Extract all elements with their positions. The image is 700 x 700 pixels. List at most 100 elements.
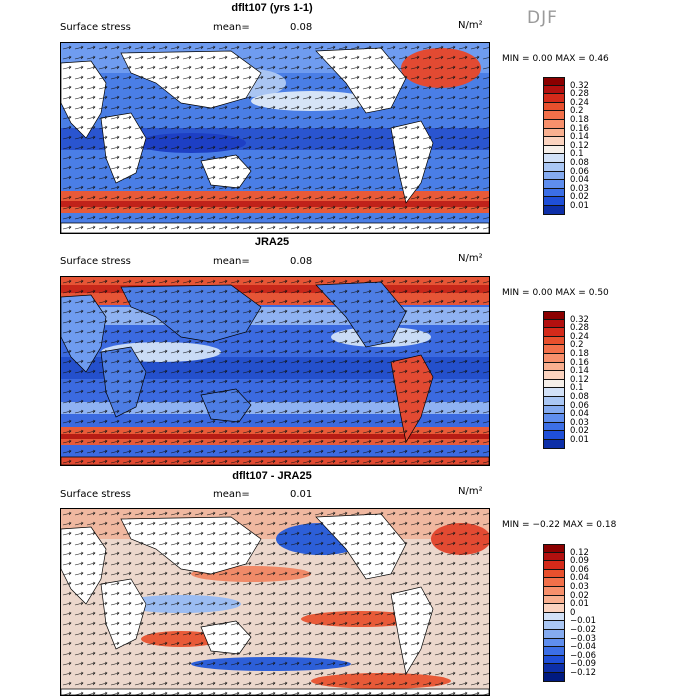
colorbar-swatch bbox=[543, 102, 565, 112]
colorbar-tick-label: 0.12 bbox=[570, 547, 589, 558]
colorbar-tick-label: 0.02 bbox=[570, 192, 589, 203]
colorbar-swatch bbox=[543, 431, 565, 440]
mean-label-model: mean= bbox=[213, 22, 250, 33]
variable-label-difference: Surface stress bbox=[60, 489, 131, 500]
colorbar-swatch bbox=[543, 311, 565, 320]
minmax-reanalysis: MIN = 0.00 MAX = 0.50 bbox=[502, 288, 609, 298]
colorbar-swatch bbox=[543, 595, 565, 605]
colorbar-tick-label: 0.04 bbox=[570, 175, 589, 186]
max-value-model: 0.46 bbox=[588, 54, 609, 64]
colorbar-tick-label: 0.28 bbox=[570, 89, 589, 100]
colorbar-tick-label: −0.06 bbox=[570, 650, 597, 661]
colorbar-tick-label: 0.06 bbox=[570, 166, 589, 177]
colorbar-swatch bbox=[543, 587, 565, 596]
mean-value-model: 0.08 bbox=[290, 22, 313, 33]
colorbar-tick-label: 0.32 bbox=[570, 314, 589, 325]
min-label-reanalysis: MIN = bbox=[502, 288, 530, 298]
colorbar-tick-label: −0.12 bbox=[570, 668, 597, 678]
panel-title-difference: dflt107 - JRA25 bbox=[232, 470, 312, 482]
colorbar-swatch bbox=[543, 544, 565, 553]
units-label-reanalysis: N/m² bbox=[458, 253, 483, 264]
colorbar-swatch bbox=[543, 163, 565, 172]
max-value-difference: 0.18 bbox=[596, 520, 617, 530]
colorbar-swatch bbox=[543, 180, 565, 189]
colorbar-swatch bbox=[543, 319, 565, 329]
colorbar-swatch bbox=[543, 154, 565, 163]
map-panel-difference bbox=[60, 508, 490, 696]
colorbar-swatch bbox=[543, 137, 565, 146]
colorbar-tick-label: 0.18 bbox=[570, 115, 589, 125]
colorbar-reanalysis: 0.32 0.28 0.24 0.2 0.18 0.16 0.14 0.12 0.1 0.08 0.… bbox=[543, 311, 589, 449]
colorbar-swatch bbox=[543, 328, 565, 337]
colorbar-tick-label: −0.02 bbox=[570, 625, 597, 635]
min-label-model: MIN = bbox=[502, 54, 530, 64]
colorbar-swatch bbox=[543, 345, 565, 354]
season-label: DJF bbox=[527, 8, 558, 28]
mean-label-difference: mean= bbox=[213, 489, 250, 500]
colorbar-tick-label: 0.16 bbox=[570, 123, 589, 134]
colorbar-swatch bbox=[543, 354, 565, 363]
colorbar-tick-label: 0.01 bbox=[570, 435, 589, 445]
surface-stress-map-model bbox=[61, 43, 489, 233]
colorbar-tick-label: 0.02 bbox=[570, 426, 589, 437]
colorbar-swatch bbox=[543, 388, 565, 397]
colorbar-frame bbox=[543, 311, 565, 449]
colorbar-swatch bbox=[543, 569, 565, 579]
map-panel-reanalysis bbox=[60, 276, 490, 466]
colorbar-tick-label: 0.01 bbox=[570, 599, 589, 610]
colorbar-tick-label: 0.32 bbox=[570, 80, 589, 91]
units-label-difference: N/m² bbox=[458, 486, 483, 497]
colorbar-tick-label: 0.01 bbox=[570, 201, 589, 211]
colorbar-swatch bbox=[543, 336, 565, 346]
colorbar-swatch bbox=[543, 604, 565, 613]
colorbar-swatch bbox=[543, 414, 565, 423]
colorbar-tick-label: 0.1 bbox=[570, 383, 584, 394]
colorbar-tick-label: 0.1 bbox=[570, 149, 584, 160]
colorbar-tick-label: 0.08 bbox=[570, 392, 589, 402]
colorbar-tick-label: 0.18 bbox=[570, 349, 589, 359]
colorbar-swatch bbox=[543, 561, 565, 570]
colorbar-swatch bbox=[543, 379, 565, 389]
colorbar-frame bbox=[543, 544, 565, 682]
colorbar-swatch bbox=[543, 664, 565, 673]
colorbar-tick-label: 0.02 bbox=[570, 590, 589, 601]
colorbar-tick-label: 0.04 bbox=[570, 573, 589, 584]
colorbar-swatch bbox=[543, 630, 565, 639]
colorbar-tick-label: 0 bbox=[570, 607, 576, 618]
min-value-model: 0.00 bbox=[532, 54, 553, 64]
colorbar-swatch bbox=[543, 422, 565, 432]
colorbar-tick-label: −0.01 bbox=[570, 616, 597, 627]
colorbar-swatch bbox=[543, 188, 565, 198]
max-label-reanalysis: MAX = bbox=[555, 288, 586, 298]
colorbar-tick-label: 0.06 bbox=[570, 564, 589, 575]
colorbar-swatch bbox=[543, 638, 565, 648]
minmax-model: MIN = 0.00 MAX = 0.46 bbox=[502, 54, 609, 64]
colorbar-swatch bbox=[543, 77, 565, 86]
minmax-difference: MIN = −0.22 MAX = 0.18 bbox=[502, 520, 616, 530]
colorbar-swatch bbox=[543, 371, 565, 380]
panel-title-reanalysis: JRA25 bbox=[254, 236, 290, 248]
colorbar-swatch bbox=[543, 145, 565, 155]
colorbar-frame bbox=[543, 77, 565, 215]
mean-value-difference: 0.01 bbox=[290, 489, 313, 500]
colorbar-tick-label: 0.24 bbox=[570, 97, 589, 108]
colorbar-tick-label: 0.12 bbox=[570, 140, 589, 151]
colorbar-difference: 0.12 0.09 0.06 0.04 0.03 0.02 0.01 0 −0.01 −0.02−… bbox=[543, 544, 596, 682]
colorbar-tick-label: 0.09 bbox=[570, 556, 589, 567]
colorbar-swatch bbox=[543, 552, 565, 562]
colorbar-tick-label: 0.12 bbox=[570, 374, 589, 385]
colorbar-tick-label: 0.2 bbox=[570, 340, 584, 351]
colorbar-tick-label: 0.03 bbox=[570, 183, 589, 194]
mean-value-reanalysis: 0.08 bbox=[290, 256, 313, 267]
colorbar-tick-label: 0.28 bbox=[570, 323, 589, 334]
panel-title-model: dflt107 (yrs 1-1) bbox=[231, 2, 313, 14]
surface-stress-map-reanalysis bbox=[61, 277, 489, 465]
colorbar-tick-label: 0.04 bbox=[570, 409, 589, 420]
colorbar-swatch bbox=[543, 94, 565, 103]
colorbar-swatch bbox=[543, 85, 565, 95]
variable-label-reanalysis: Surface stress bbox=[60, 256, 131, 267]
colorbar-model: 0.32 0.28 0.24 0.2 0.18 0.16 0.14 0.12 0.1 0.08 0.… bbox=[543, 77, 589, 215]
colorbar-tick-label: −0.04 bbox=[570, 642, 597, 653]
colorbar-swatch bbox=[543, 111, 565, 120]
units-label-model: N/m² bbox=[458, 20, 483, 31]
